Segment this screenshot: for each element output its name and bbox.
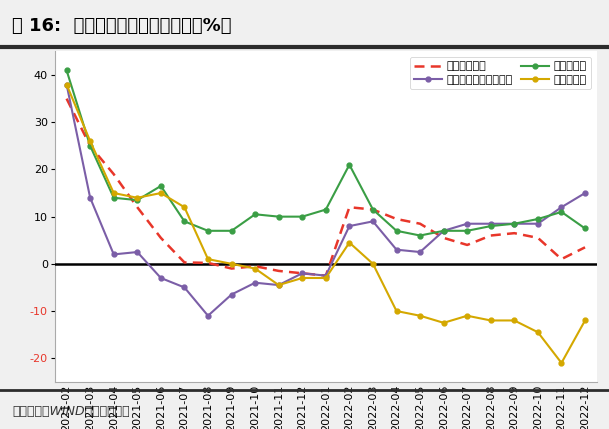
Text: 图 16:  三大类投资当月增速变化（%）: 图 16: 三大类投资当月增速变化（%） — [12, 17, 231, 35]
Text: 资料来源：WIND，财信研究院: 资料来源：WIND，财信研究院 — [12, 405, 130, 418]
Legend: 固定资产投资, 基建投资（不含电力）, 制造业投资, 房地产投资: 固定资产投资, 基建投资（不含电力）, 制造业投资, 房地产投资 — [410, 57, 591, 89]
